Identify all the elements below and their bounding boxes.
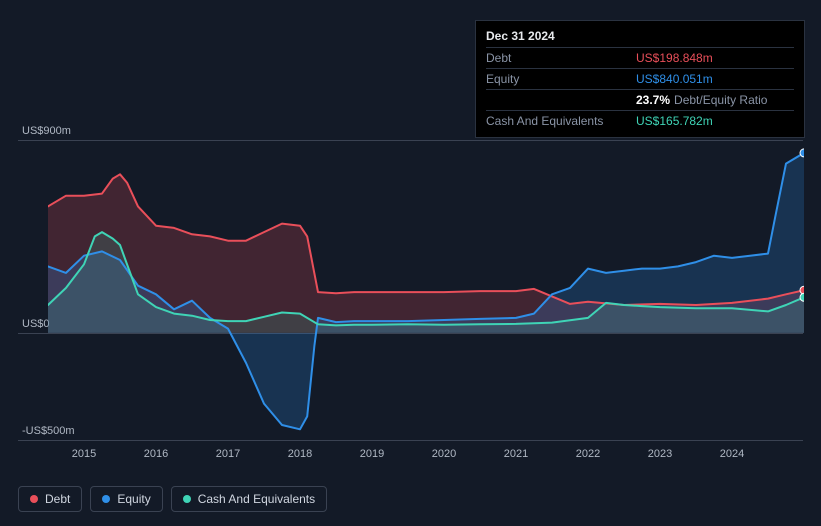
legend-item-label: Debt	[45, 492, 70, 506]
x-axis-label: 2019	[360, 448, 384, 460]
x-axis-label: 2015	[72, 448, 96, 460]
tooltip-row: DebtUS$198.848m	[486, 47, 794, 68]
tooltip-row: EquityUS$840.051m	[486, 68, 794, 89]
chart-plot-area	[48, 140, 804, 440]
y-axis-label: US$900m	[22, 125, 71, 137]
legend-item-label: Cash And Equivalents	[198, 492, 315, 506]
tooltip-row-label: Equity	[486, 72, 636, 86]
legend: Debt Equity Cash And Equivalents	[18, 486, 327, 512]
legend-dot-icon	[183, 495, 191, 503]
tooltip-row-label: Debt	[486, 51, 636, 65]
debt-equity-chart: US$900mUS$0-US$500m 20152016201720182019…	[0, 120, 821, 470]
x-axis-label: 2022	[576, 448, 600, 460]
tooltip-row-label	[486, 93, 636, 107]
y-axis-label: US$0	[22, 318, 50, 330]
series-end-marker-equity	[800, 149, 804, 157]
tooltip-row-value: 23.7%Debt/Equity Ratio	[636, 93, 794, 107]
legend-item-cash[interactable]: Cash And Equivalents	[171, 486, 327, 512]
x-axis-label: 2016	[144, 448, 168, 460]
x-axis: 2015 2016 2017 2018 2019 2020 2021 2022 2023 2024	[48, 448, 804, 464]
legend-item-equity[interactable]: Equity	[90, 486, 162, 512]
x-axis-label: 2017	[216, 448, 240, 460]
tooltip-row-value: US$840.051m	[636, 72, 794, 86]
x-axis-label: 2024	[720, 448, 744, 460]
legend-item-label: Equity	[117, 492, 150, 506]
tooltip-row-value: US$198.848m	[636, 51, 794, 65]
tooltip-row: 23.7%Debt/Equity Ratio	[486, 89, 794, 110]
series-end-marker-cash	[800, 293, 804, 301]
x-axis-label: 2020	[432, 448, 456, 460]
legend-dot-icon	[30, 495, 38, 503]
legend-item-debt[interactable]: Debt	[18, 486, 82, 512]
x-axis-label: 2021	[504, 448, 528, 460]
grid-line	[18, 440, 803, 441]
x-axis-label: 2018	[288, 448, 312, 460]
x-axis-label: 2023	[648, 448, 672, 460]
tooltip-date: Dec 31 2024	[486, 27, 794, 47]
legend-dot-icon	[102, 495, 110, 503]
